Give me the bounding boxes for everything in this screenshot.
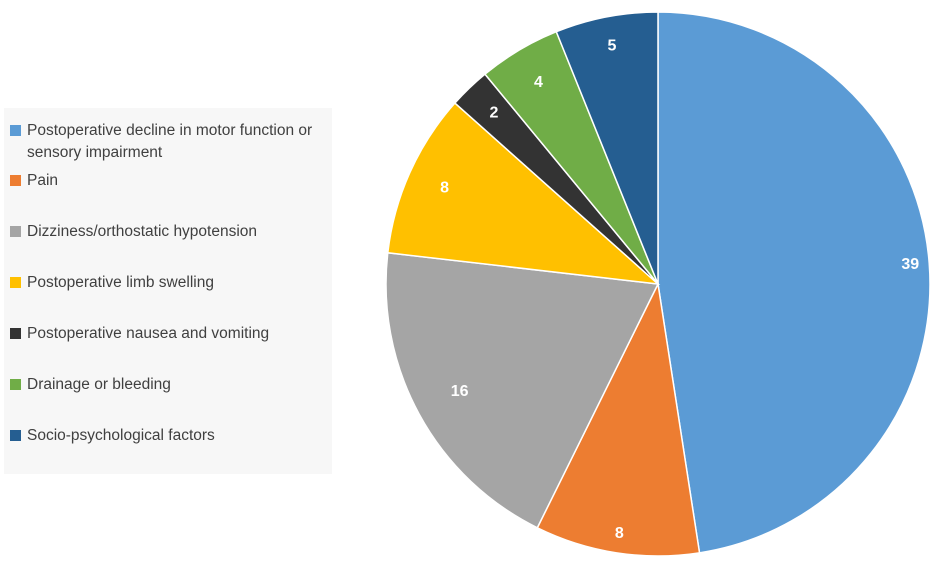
slice-data-label: 8 [440,180,449,197]
legend-item-drainage: Drainage or bleeding [10,374,327,396]
legend-swatch [10,125,21,136]
legend-item-pain: Pain [10,170,327,192]
slice-data-label: 4 [534,74,543,91]
legend-label: Drainage or bleeding [27,376,171,393]
pie-slice [386,101,661,286]
legend-item-nausea: Postoperative nausea and vomiting [10,323,327,345]
slice-data-label: 2 [489,105,498,122]
legend-swatch [10,175,21,186]
legend-label: Postoperative limb swelling [27,274,214,291]
legend-label: Pain [27,172,59,189]
pie-slice [536,281,701,557]
pie-slice [555,11,659,285]
legend-item-limb-swelling: Postoperative limb swelling [10,272,327,294]
legend-item-dizziness: Dizziness/orthostatic hypotension [10,221,327,243]
legend-item-motor-sensory: Postoperative decline in motor function … [10,120,327,164]
legend-label: Postoperative nausea and vomiting [27,325,270,342]
slice-data-label: 8 [615,525,624,542]
legend-item-socio-psychological: Socio-psychological factors [10,425,327,447]
pie-slice [657,11,931,554]
legend-label: Dizziness/orthostatic hypotension [27,223,258,240]
chart-legend: Postoperative decline in motor function … [4,108,332,474]
pie-slice [385,251,660,529]
legend-swatch [10,379,21,390]
legend-swatch [10,430,21,441]
legend-label: Socio-psychological factors [27,427,215,444]
slice-data-label: 39 [901,256,919,273]
legend-swatch [10,226,21,237]
slice-data-label: 16 [451,383,469,400]
legend-swatch [10,277,21,288]
legend-label: Postoperative decline in motor function … [27,122,313,161]
slice-data-label: 5 [607,38,616,55]
legend-swatch [10,328,21,339]
